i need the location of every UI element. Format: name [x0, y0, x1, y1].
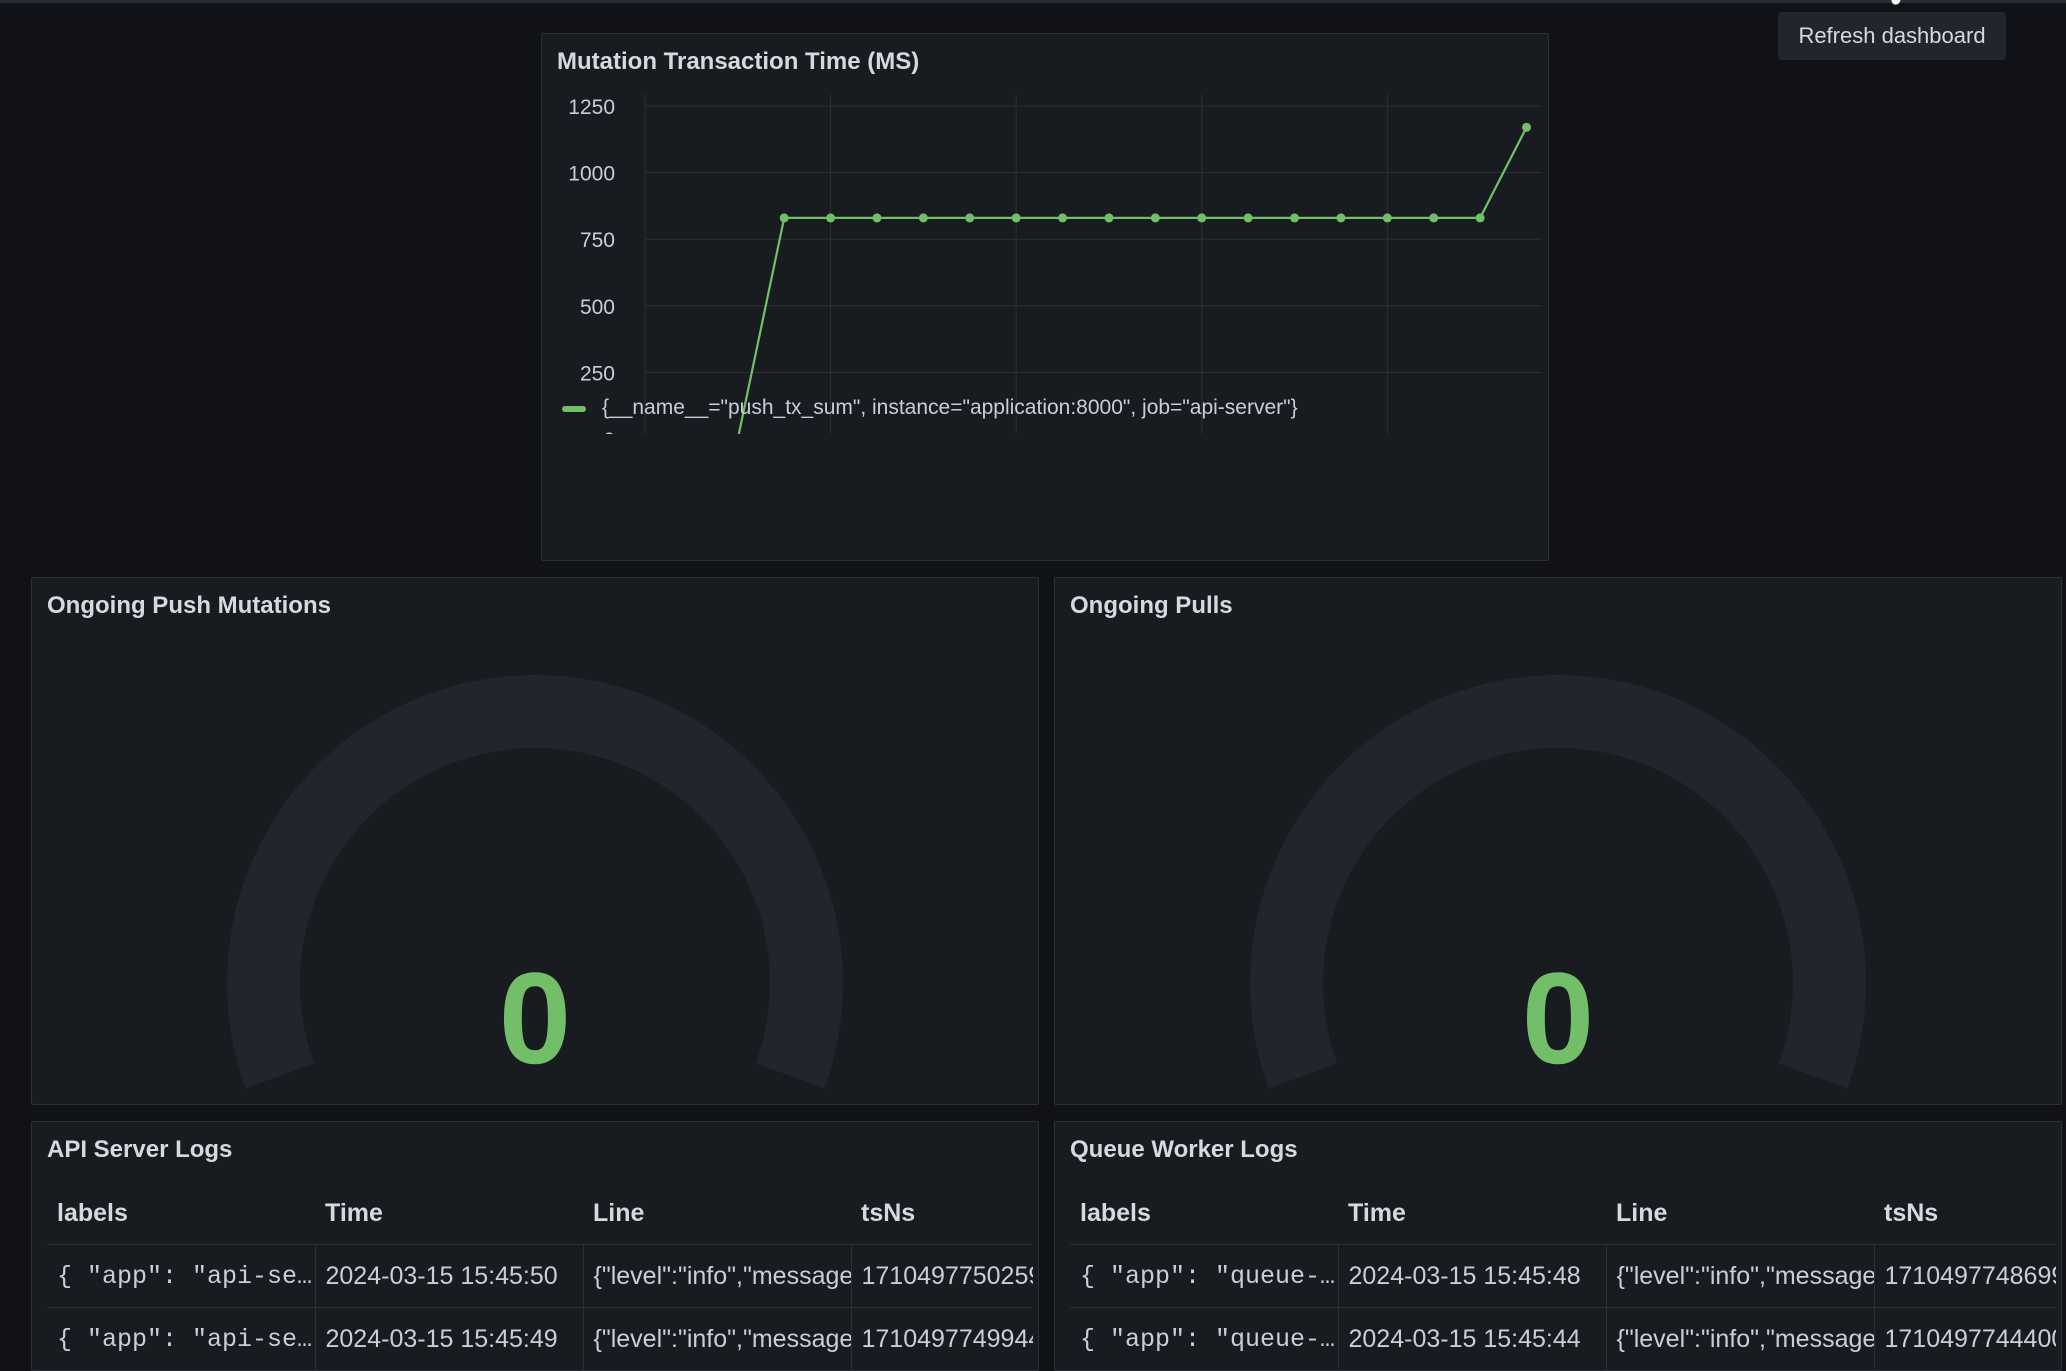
column-header-labels[interactable]: labels: [47, 1182, 315, 1245]
ongoing-pulls-panel: Ongoing Pulls 0: [1054, 577, 2062, 1105]
y-tick-label: 1000: [568, 163, 615, 186]
hand-cursor-icon: [1890, 0, 1902, 6]
mutation-transaction-time-panel: Mutation Transaction Time (MS) 0 250 500 75…: [541, 33, 1549, 561]
y-tick-label: 1250: [568, 96, 615, 119]
cell-tsns[interactable]: 1710497749944: [851, 1307, 1033, 1371]
data-point: [826, 213, 836, 223]
panel-title[interactable]: Mutation Transaction Time (MS): [557, 48, 920, 75]
cell-line[interactable]: {"level":"info","message": [583, 1307, 852, 1371]
y-tick-label: 750: [580, 229, 615, 252]
data-point: [1011, 213, 1021, 223]
column-header-labels[interactable]: labels: [1070, 1182, 1338, 1245]
cell-tsns[interactable]: 1710497748699: [1874, 1244, 2056, 1308]
table-row[interactable]: { "app": "queue-worker" } 2024-03-15 15:…: [1070, 1307, 2056, 1371]
data-point: [1104, 213, 1114, 223]
column-header-line[interactable]: Line: [583, 1182, 851, 1245]
cell-time[interactable]: 2024-03-15 15:45:49: [315, 1307, 584, 1371]
data-point: [1475, 213, 1485, 223]
cell-labels[interactable]: { "app": "api-server" }: [47, 1307, 316, 1371]
cell-labels[interactable]: { "app": "queue-worker" }: [1070, 1307, 1339, 1371]
cell-tsns[interactable]: 1710497750259: [851, 1244, 1033, 1308]
pulls-gauge: [1250, 675, 1866, 1089]
cell-time[interactable]: 2024-03-15 15:45:50: [315, 1244, 584, 1308]
ongoing-push-mutations-panel: Ongoing Push Mutations 0: [31, 577, 1039, 1105]
panel-title[interactable]: API Server Logs: [47, 1136, 233, 1163]
panel-title[interactable]: Queue Worker Logs: [1070, 1136, 1298, 1163]
api-server-logs-panel: API Server Logs labels Time Line tsNs { …: [31, 1121, 1039, 1371]
queue-worker-logs-panel: Queue Worker Logs labels Time Line tsNs …: [1054, 1121, 2062, 1371]
cell-tsns[interactable]: 1710497744400: [1874, 1307, 2056, 1371]
data-point: [1290, 213, 1300, 223]
data-point: [1150, 213, 1160, 223]
table-header-row: labels Time Line tsNs: [47, 1182, 1033, 1245]
data-point: [1382, 213, 1392, 223]
data-point: [1336, 213, 1346, 223]
data-point: [918, 213, 928, 223]
table-row[interactable]: { "app": "api-server" } 2024-03-15 15:45…: [47, 1244, 1033, 1308]
data-point: [1058, 213, 1068, 223]
queue-logs-table: labels Time Line tsNs { "app": "queue-wo…: [1070, 1182, 2056, 1371]
column-header-tsns[interactable]: tsNs: [1874, 1182, 2056, 1245]
data-point: [872, 213, 882, 223]
pulls-gauge-value: 0: [1521, 945, 1595, 1091]
push-gauge: [227, 675, 843, 1089]
series-line: [737, 126, 1528, 434]
push-gauge-value: 0: [498, 945, 572, 1091]
column-header-time[interactable]: Time: [1338, 1182, 1606, 1245]
legend-label[interactable]: {__name__="push_tx_sum", instance="appli…: [602, 396, 1298, 419]
column-header-time[interactable]: Time: [315, 1182, 583, 1245]
panel-title[interactable]: Ongoing Pulls: [1070, 592, 1233, 619]
data-point: [779, 213, 789, 223]
gauge-track: [227, 675, 843, 1089]
chart-legend[interactable]: {__name__="push_tx_sum", instance="appli…: [562, 396, 1298, 420]
data-point: [1522, 122, 1532, 132]
column-header-line[interactable]: Line: [1606, 1182, 1874, 1245]
cell-time[interactable]: 2024-03-15 15:45:44: [1338, 1307, 1607, 1371]
table-row[interactable]: { "app": "queue-worker" } 2024-03-15 15:…: [1070, 1244, 2056, 1308]
table-row[interactable]: { "app": "api-server" } 2024-03-15 15:45…: [47, 1307, 1033, 1371]
refresh-dashboard-tooltip: Refresh dashboard: [1778, 12, 2006, 60]
cell-line[interactable]: {"level":"info","message": [583, 1244, 852, 1308]
table-header-row: labels Time Line tsNs: [1070, 1182, 2056, 1245]
y-tick-label: 0: [603, 429, 615, 434]
cell-labels[interactable]: { "app": "api-server" }: [47, 1244, 316, 1308]
mutation-line-chart[interactable]: 02505007501000125015:41:0015:42:0015:43:…: [542, 94, 1548, 434]
cell-time[interactable]: 2024-03-15 15:45:48: [1338, 1244, 1607, 1308]
column-header-tsns[interactable]: tsNs: [851, 1182, 1033, 1245]
api-logs-table: labels Time Line tsNs { "app": "api-serv…: [47, 1182, 1033, 1371]
y-tick-label: 250: [580, 362, 615, 385]
y-tick-label: 500: [580, 296, 615, 319]
data-point: [1429, 213, 1439, 223]
panel-title[interactable]: Ongoing Push Mutations: [47, 592, 331, 619]
data-point: [965, 213, 975, 223]
top-border: [0, 0, 2066, 3]
gauge-track: [1250, 675, 1866, 1089]
data-point: [1243, 213, 1253, 223]
cell-line[interactable]: {"level":"info","message": [1606, 1244, 1875, 1308]
cell-labels[interactable]: { "app": "queue-worker" }: [1070, 1244, 1339, 1308]
cell-line[interactable]: {"level":"info","message": [1606, 1307, 1875, 1371]
data-point: [1197, 213, 1207, 223]
legend-swatch: [562, 406, 586, 412]
